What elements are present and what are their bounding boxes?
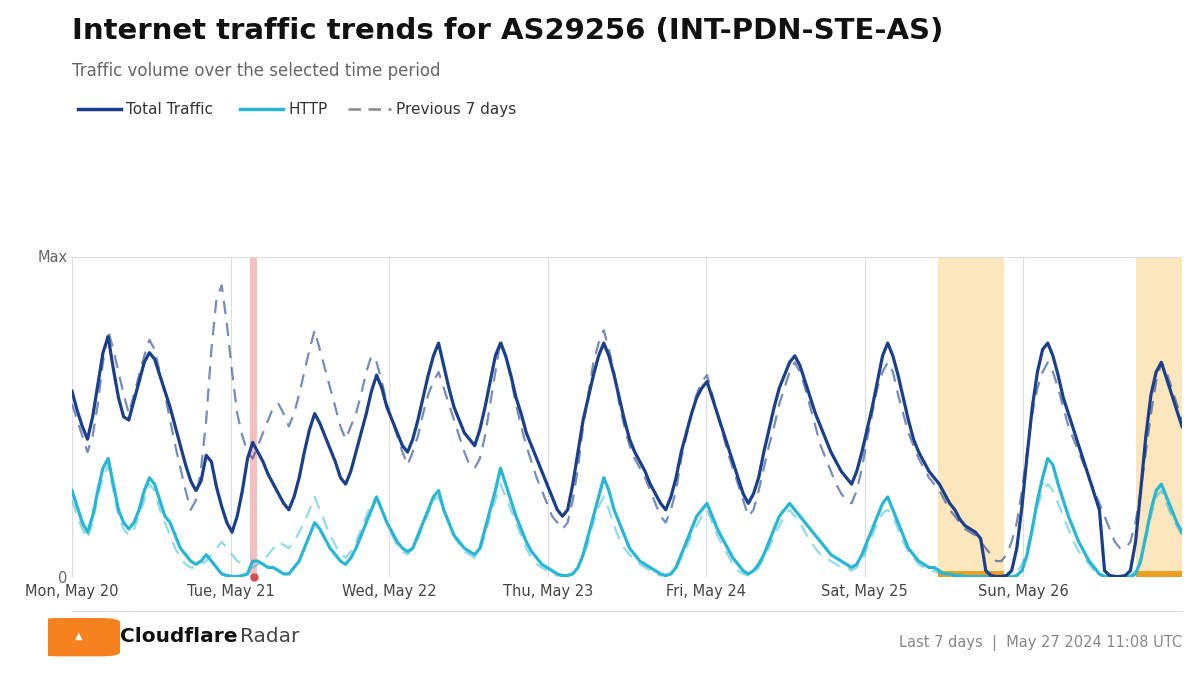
Text: Traffic volume over the selected time period: Traffic volume over the selected time pe… — [72, 62, 440, 80]
Bar — [937, 256, 1003, 577]
Bar — [251, 256, 257, 577]
Text: ▲: ▲ — [76, 631, 83, 641]
Text: HTTP: HTTP — [288, 102, 328, 117]
FancyBboxPatch shape — [38, 618, 120, 656]
Text: Cloudflare: Cloudflare — [120, 628, 238, 647]
Text: Last 7 days  |  May 27 2024 11:08 UTC: Last 7 days | May 27 2024 11:08 UTC — [899, 634, 1182, 651]
Text: Internet traffic trends for AS29256 (INT-PDN-STE-AS): Internet traffic trends for AS29256 (INT… — [72, 17, 943, 45]
Bar — [1135, 571, 1182, 577]
Bar — [1135, 256, 1182, 577]
Text: Previous 7 days: Previous 7 days — [396, 102, 516, 117]
Bar — [937, 571, 1003, 577]
Text: Total Traffic: Total Traffic — [126, 102, 214, 117]
Text: Radar: Radar — [240, 628, 299, 647]
